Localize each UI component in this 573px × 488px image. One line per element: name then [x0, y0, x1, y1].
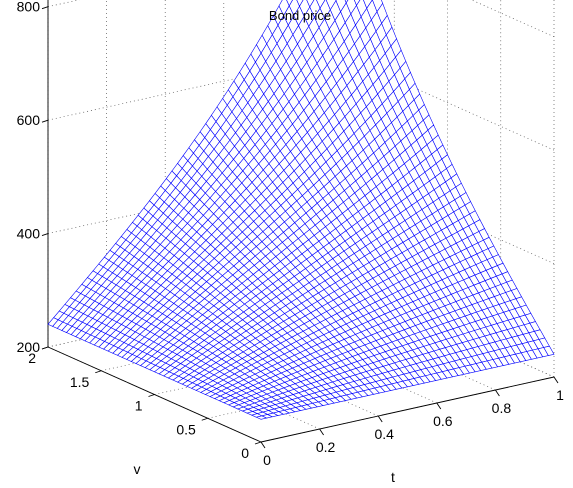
surface-cell: [543, 345, 555, 356]
tick-marks: [41, 6, 559, 449]
z-tick-mark: [41, 233, 49, 236]
x-axis-line: [260, 376, 555, 443]
z-tick-label: 200: [17, 339, 41, 355]
y-tick-mark: [148, 394, 155, 397]
z-tick-mark: [41, 6, 49, 10]
z-tick-label: 600: [17, 112, 41, 128]
z-tick-label: 400: [17, 226, 41, 242]
y-tick-label: 0.5: [176, 421, 196, 437]
chart-title: Bond price: [269, 8, 331, 23]
y-tick-label: 1: [135, 398, 143, 414]
y-tick-mark: [201, 417, 208, 421]
y-tick-label: 0: [241, 445, 249, 461]
x-tick-label: 0.2: [316, 439, 336, 455]
x-tick-mark: [495, 389, 500, 397]
x-tick-label: 0: [263, 452, 271, 468]
x-tick-label: 0.6: [433, 413, 453, 429]
surface-cell: [286, 0, 293, 7]
z-tick-mark: [41, 119, 49, 123]
x-tick-mark: [553, 376, 559, 384]
z-tick-label: 800: [17, 0, 41, 15]
y-tick-label: 1.5: [70, 374, 90, 390]
z-tick-mark: [41, 346, 49, 350]
y-tick-label: 2: [28, 350, 36, 366]
y-tick-mark: [95, 370, 102, 374]
x-tick-mark: [377, 415, 383, 423]
x-tick-mark: [319, 428, 324, 436]
x-tick-label: 0.4: [374, 426, 394, 442]
x-tick-mark: [436, 402, 442, 410]
side-wall-z-gridline: [340, 54, 555, 151]
x-tick-mark: [260, 441, 266, 449]
x-tick-label: 0.8: [492, 400, 512, 416]
y-tick-mark: [254, 441, 262, 445]
x-tick-label: 1: [556, 387, 564, 403]
y-axis-label: v: [134, 461, 141, 477]
surface-cell: [296, 0, 304, 7]
x-axis-label: t: [391, 469, 395, 485]
surface-mesh: [47, 0, 555, 420]
surface-cell: [354, 0, 361, 7]
